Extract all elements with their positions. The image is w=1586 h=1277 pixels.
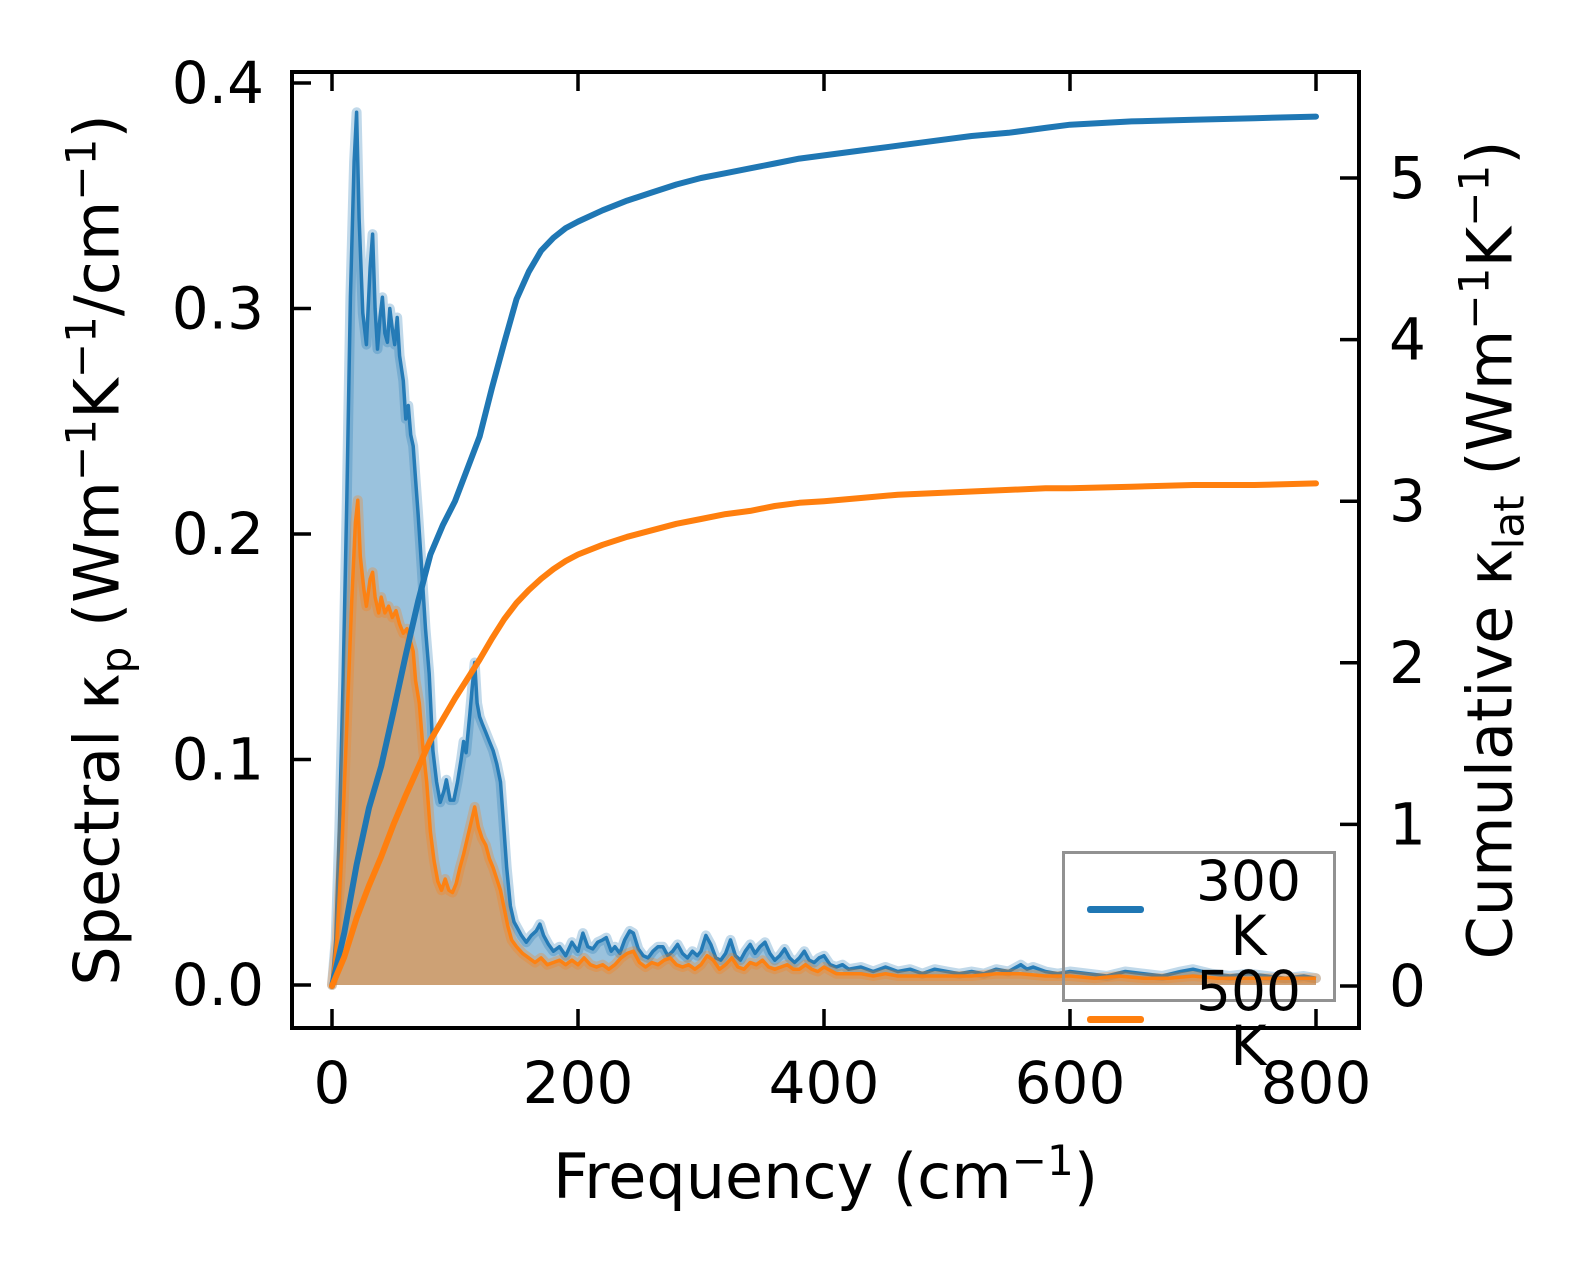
left-axis-label: Spectral κp (Wm−1K−1/cm−1) (56, 114, 140, 986)
spectral-500K-edge (330, 498, 1316, 986)
axis-label-part: lat (1484, 495, 1534, 550)
axis-label-part: ) (60, 114, 134, 139)
axis-label-part: (Wm (60, 481, 134, 647)
axis-label-part: Cumulative κ (1453, 549, 1527, 960)
y-right-tick-label: 4 (1389, 306, 1426, 374)
x-tick-label: 800 (1261, 1049, 1372, 1117)
y-left-tick-label: 0.2 (172, 500, 264, 568)
axis-label-part: −1 (56, 316, 106, 379)
axis-label-part: −1 (56, 418, 106, 482)
spectral-500K-area (332, 500, 1316, 985)
legend-item-300k: 300 K (1087, 854, 1323, 964)
y-right-tick-label: 2 (1389, 629, 1426, 697)
legend-swatch-300k-line-icon (1087, 905, 1144, 913)
y-left-tick-label: 0.0 (172, 951, 264, 1019)
cumulative-300K-line (329, 113, 1319, 989)
axis-label-part: /cm (60, 200, 134, 317)
y-right-tick-label: 0 (1389, 952, 1426, 1020)
axis-label-part: −1 (56, 138, 106, 201)
legend-label-300k: 300 K (1196, 849, 1301, 968)
y-left-tick-label: 0.1 (172, 726, 264, 794)
axis-label-part: p (91, 646, 141, 674)
axis-label-part: −1 (1449, 164, 1499, 227)
y-left-tick-label: 0.3 (172, 275, 264, 343)
legend-item-500k: 500 K (1087, 964, 1323, 1074)
legend-swatch-500k-line-icon (1087, 1015, 1144, 1023)
cumulative-500K-line (329, 480, 1319, 989)
axis-label-part: K (60, 378, 134, 419)
right-axis-label: Cumulative κlat (Wm−1K−1) (1449, 140, 1533, 960)
x-tick-label: 600 (1015, 1049, 1126, 1117)
legend-label-500k: 500 K (1196, 959, 1301, 1078)
axis-label-part: K (1453, 226, 1527, 268)
y-right-tick-label: 3 (1389, 467, 1426, 535)
axis-label-part: −1 (1449, 267, 1499, 330)
axis-label-part: ) (1453, 140, 1527, 165)
x-tick-label: 400 (769, 1049, 880, 1117)
x-tick-label: 0 (314, 1049, 351, 1117)
axis-label-part: −1 (1011, 1135, 1074, 1185)
axis-label-part: ) (1073, 1140, 1099, 1213)
x-tick-label: 200 (523, 1049, 634, 1117)
spectral-300K-edge (330, 110, 1317, 986)
y-right-tick-label: 1 (1389, 790, 1426, 858)
y-right-tick-label: 5 (1389, 144, 1426, 212)
axis-label-part: Spectral κ (60, 673, 134, 986)
legend: 300 K 500 K (1062, 851, 1336, 1074)
x-axis-label: Frequency (cm−1) (292, 1136, 1359, 1213)
axis-label-part: (Wm (1453, 329, 1527, 496)
axis-label-part: Frequency (cm (552, 1140, 1012, 1213)
y-left-tick-label: 0.4 (172, 49, 264, 117)
